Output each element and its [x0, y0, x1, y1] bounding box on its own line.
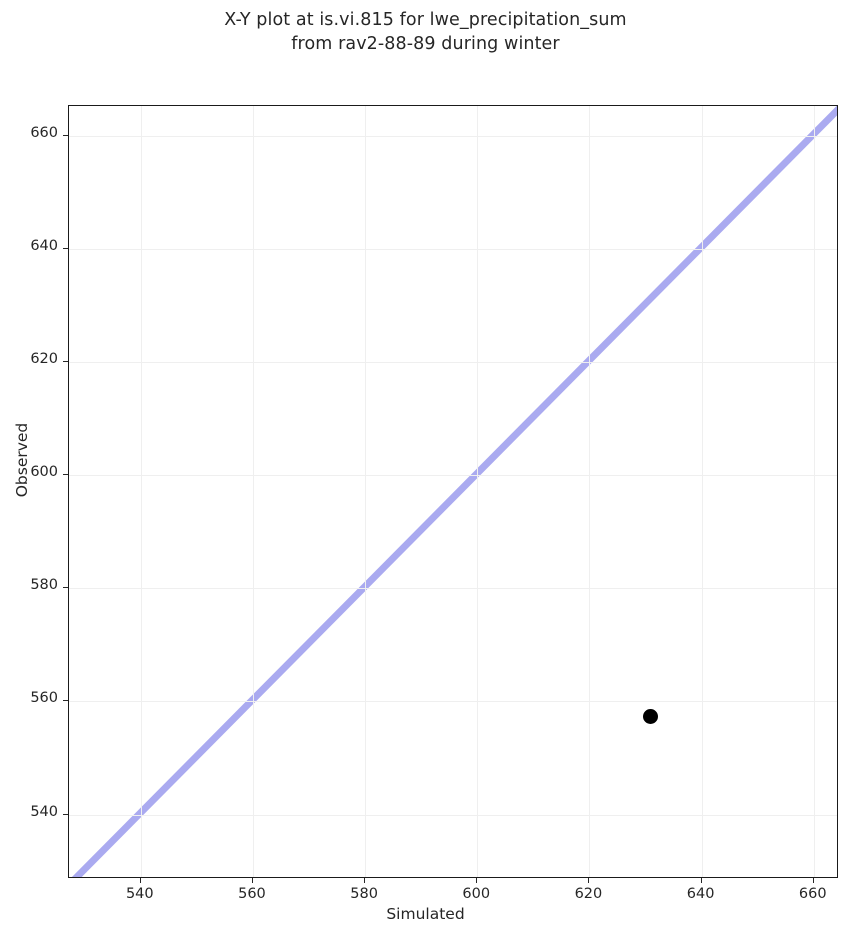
y-axis-tick — [63, 474, 68, 476]
y-axis-tick-label: 660 — [30, 124, 58, 141]
y-gridline — [69, 135, 837, 137]
x-axis-tick-label: 560 — [238, 886, 266, 902]
x-axis-tick — [588, 878, 590, 883]
x-axis-tick — [364, 878, 366, 883]
y-axis-tick-labels: 540 560 580 600 620 640 660 — [0, 0, 58, 934]
y-axis-tick-label: 620 — [30, 351, 58, 368]
y-axis-tick — [63, 134, 68, 136]
chart-title: X-Y plot at is.vi.815 for lwe_precipitat… — [224, 10, 627, 54]
plot-area — [68, 105, 838, 878]
y-axis-tick — [63, 361, 68, 363]
x-gridline — [365, 106, 367, 877]
x-axis-tick-label: 540 — [125, 886, 154, 902]
x-axis-tick — [251, 878, 253, 883]
x-axis-tick-label: 600 — [462, 886, 491, 902]
y-gridline — [69, 814, 837, 816]
y-axis-tick-label: 640 — [30, 238, 58, 255]
y-axis-tick-label: 600 — [30, 464, 58, 481]
x-axis-tick — [139, 878, 141, 883]
x-gridline — [589, 106, 591, 877]
x-gridline — [252, 106, 254, 877]
x-gridline — [140, 106, 142, 877]
x-axis-label: Simulated — [386, 905, 465, 923]
x-axis-tick-label: 640 — [686, 886, 715, 902]
x-axis-tick-label: 580 — [350, 886, 378, 902]
x-axis-tick-label: 620 — [574, 886, 603, 902]
y-axis-label: Observed — [13, 422, 31, 498]
y-axis-tick — [63, 248, 68, 250]
x-gridline — [477, 106, 479, 877]
identity-reference-line — [71, 106, 837, 877]
y-axis-tick-label: 580 — [30, 577, 58, 594]
scatter-data-point — [643, 709, 659, 725]
x-axis-tick-label: 660 — [798, 886, 827, 902]
x-axis-tick — [476, 878, 478, 883]
x-axis-tick — [812, 878, 814, 883]
x-gridline — [701, 106, 703, 877]
y-gridline — [69, 588, 837, 590]
y-axis-tick — [63, 813, 68, 815]
y-gridline — [69, 701, 837, 703]
y-axis-tick-label: 560 — [30, 690, 58, 707]
y-gridline — [69, 475, 837, 477]
y-gridline — [69, 362, 837, 364]
y-axis-tick — [63, 587, 68, 589]
x-gridline — [813, 106, 815, 877]
x-axis-tick — [700, 878, 702, 883]
y-gridline — [69, 249, 837, 251]
y-axis-tick-label: 540 — [30, 803, 58, 820]
y-axis-tick — [63, 700, 68, 702]
